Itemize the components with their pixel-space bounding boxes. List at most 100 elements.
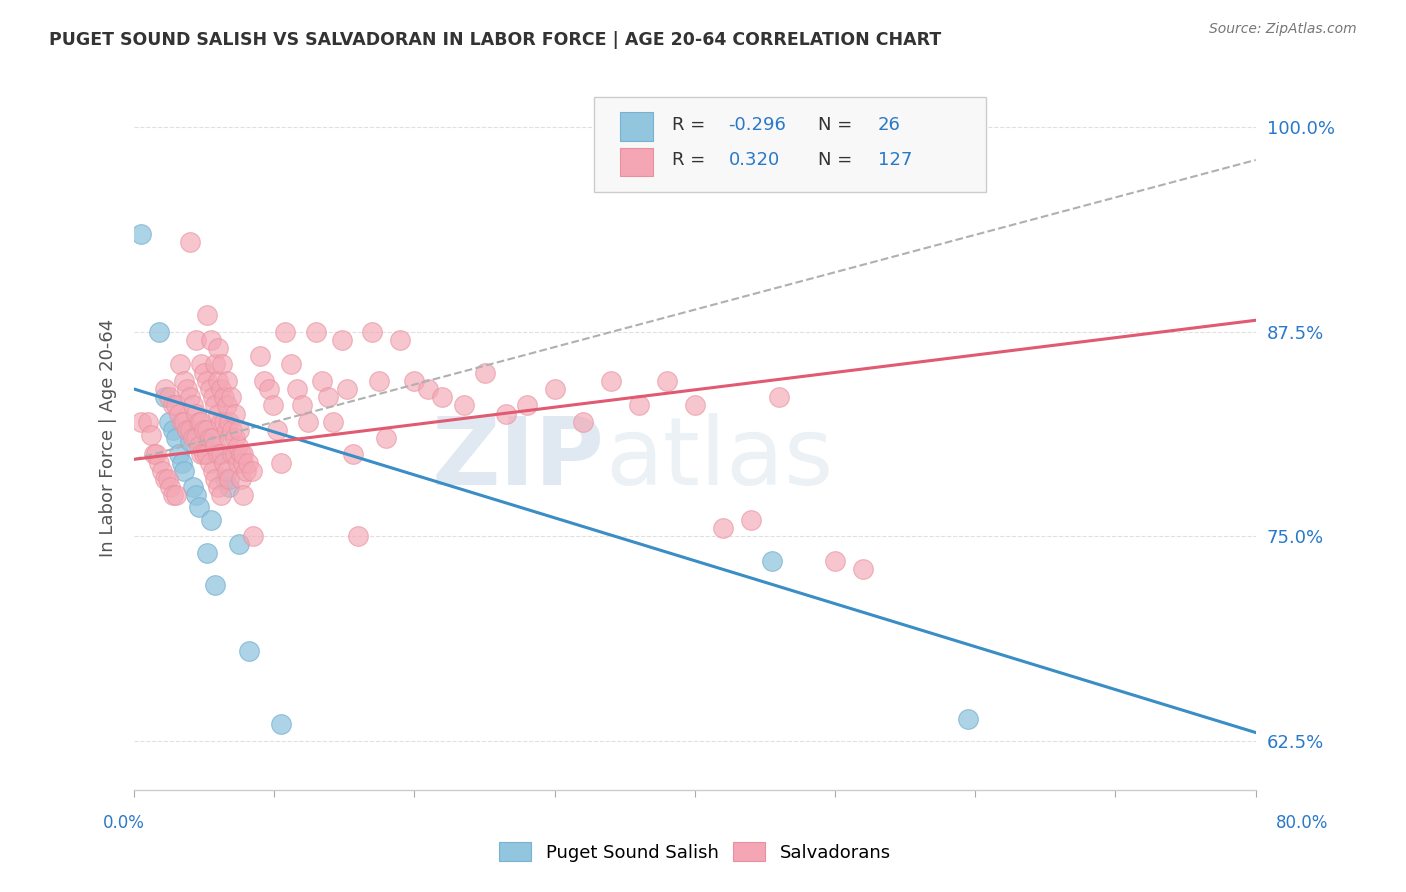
Point	[375, 431, 398, 445]
Point	[198, 382, 221, 396]
Point	[453, 398, 475, 412]
Point	[253, 374, 276, 388]
Text: 26: 26	[877, 116, 900, 134]
Point	[209, 415, 232, 429]
Point	[543, 382, 565, 396]
Point	[368, 374, 391, 388]
Point	[165, 488, 187, 502]
Point	[150, 464, 173, 478]
Point	[571, 415, 593, 429]
Point	[291, 398, 314, 412]
Point	[184, 333, 207, 347]
Point	[159, 480, 181, 494]
Point	[266, 423, 288, 437]
Point	[516, 398, 538, 412]
Point	[238, 644, 260, 658]
Point	[207, 480, 229, 494]
Point	[215, 374, 238, 388]
Point	[207, 341, 229, 355]
Point	[228, 423, 250, 437]
Point	[221, 423, 243, 437]
Point	[148, 325, 170, 339]
Point	[824, 554, 846, 568]
Y-axis label: In Labor Force | Age 20-64: In Labor Force | Age 20-64	[100, 319, 117, 558]
Point	[224, 431, 246, 445]
Point	[330, 333, 353, 347]
Point	[195, 423, 218, 437]
Point	[215, 423, 238, 437]
Point	[157, 390, 180, 404]
Point	[215, 398, 238, 412]
Text: R =: R =	[672, 152, 706, 169]
Point	[190, 358, 212, 372]
Point	[270, 717, 292, 731]
Point	[198, 456, 221, 470]
Point	[179, 434, 201, 449]
Text: 80.0%: 80.0%	[1277, 814, 1329, 831]
Point	[162, 488, 184, 502]
Point	[204, 358, 226, 372]
Point	[285, 382, 308, 396]
Point	[495, 407, 517, 421]
Point	[212, 415, 235, 429]
FancyBboxPatch shape	[620, 147, 654, 176]
Point	[221, 447, 243, 461]
Point	[209, 382, 232, 396]
Point	[129, 415, 152, 429]
Text: ZIP: ZIP	[432, 413, 605, 505]
Point	[157, 415, 180, 429]
Point	[173, 464, 195, 478]
Point	[218, 472, 240, 486]
Point	[224, 407, 246, 421]
Point	[257, 382, 280, 396]
Point	[207, 374, 229, 388]
Point	[218, 431, 240, 445]
Point	[226, 439, 249, 453]
Point	[361, 325, 384, 339]
Point	[232, 488, 254, 502]
Text: N =: N =	[818, 152, 852, 169]
Point	[145, 447, 167, 461]
Point	[599, 374, 621, 388]
Point	[184, 488, 207, 502]
Point	[190, 415, 212, 429]
Point	[209, 447, 232, 461]
Point	[176, 423, 198, 437]
Point	[204, 398, 226, 412]
Point	[165, 398, 187, 412]
Point	[153, 390, 176, 404]
Point	[170, 415, 193, 429]
Point	[336, 382, 359, 396]
Point	[193, 447, 215, 461]
Point	[740, 513, 762, 527]
Point	[242, 529, 264, 543]
Point	[187, 415, 209, 429]
Point	[389, 333, 412, 347]
Text: N =: N =	[818, 116, 852, 134]
Point	[852, 562, 875, 576]
Point	[270, 456, 292, 470]
Point	[129, 227, 152, 241]
Text: 0.320: 0.320	[728, 152, 780, 169]
Point	[236, 456, 259, 470]
Point	[249, 349, 271, 363]
FancyBboxPatch shape	[620, 112, 654, 141]
Point	[209, 447, 232, 461]
Point	[228, 537, 250, 551]
Point	[169, 358, 191, 372]
Point	[204, 472, 226, 486]
Point	[207, 407, 229, 421]
Point	[165, 431, 187, 445]
Text: R =: R =	[672, 116, 706, 134]
Point	[418, 382, 440, 396]
Point	[200, 333, 222, 347]
Point	[229, 472, 252, 486]
Point	[274, 325, 297, 339]
Point	[627, 398, 650, 412]
Point	[193, 366, 215, 380]
Text: PUGET SOUND SALISH VS SALVADORAN IN LABOR FORCE | AGE 20-64 CORRELATION CHART: PUGET SOUND SALISH VS SALVADORAN IN LABO…	[49, 31, 942, 49]
Point	[204, 439, 226, 453]
Point	[195, 309, 218, 323]
Point	[193, 423, 215, 437]
Point	[173, 415, 195, 429]
